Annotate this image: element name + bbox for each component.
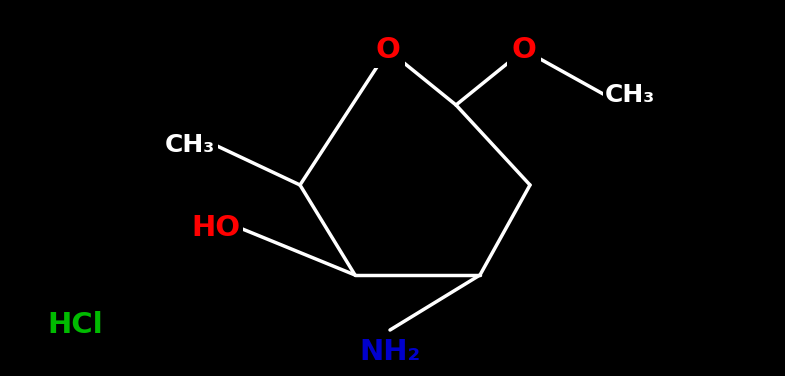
Text: CH₃: CH₃	[165, 133, 215, 157]
Text: NH₂: NH₂	[360, 338, 421, 366]
Text: O: O	[512, 36, 536, 64]
Text: HO: HO	[191, 214, 240, 242]
Text: HCl: HCl	[47, 311, 103, 339]
Text: CH₃: CH₃	[605, 83, 655, 107]
Text: O: O	[375, 36, 400, 64]
